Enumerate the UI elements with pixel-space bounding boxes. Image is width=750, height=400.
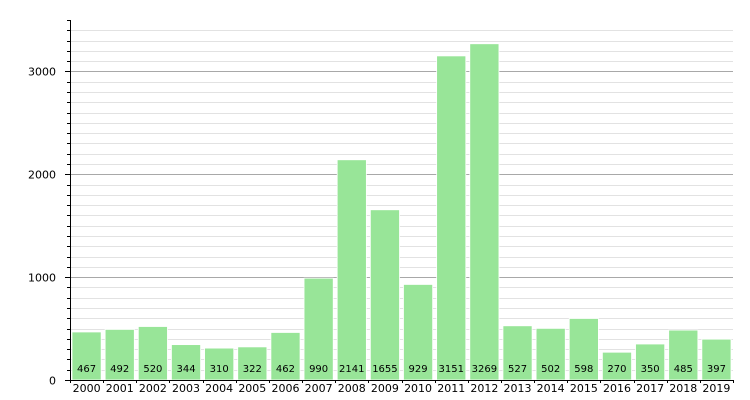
x-tick-label: 2002 bbox=[139, 382, 167, 395]
x-tick-label: 2013 bbox=[504, 382, 532, 395]
grid-layer bbox=[70, 30, 733, 371]
bar-2003 bbox=[171, 344, 201, 381]
data-label-2008: 2141 bbox=[339, 364, 364, 375]
x-tick-label: 2015 bbox=[570, 382, 598, 395]
x-tick-label: 2016 bbox=[603, 382, 631, 395]
bar-2018 bbox=[668, 329, 699, 381]
y-tick-label: 3000 bbox=[28, 66, 56, 79]
bar-2014 bbox=[535, 327, 566, 381]
x-tick-label: 2000 bbox=[73, 382, 101, 395]
data-label-2000: 467 bbox=[77, 364, 96, 375]
bar-layer bbox=[71, 43, 732, 381]
x-tick-label: 2017 bbox=[636, 382, 664, 395]
x-tick-label: 2003 bbox=[172, 382, 200, 395]
data-label-2016: 270 bbox=[607, 364, 626, 375]
bar-2001 bbox=[104, 328, 135, 381]
data-label-2002: 520 bbox=[143, 364, 162, 375]
x-tick-label: 2008 bbox=[338, 382, 366, 395]
data-label-2007: 990 bbox=[309, 364, 328, 375]
bar-2019 bbox=[701, 338, 732, 381]
y-tick-label: 2000 bbox=[28, 169, 56, 182]
data-label-2006: 462 bbox=[276, 364, 295, 375]
label-layer: 0 1000 2000 3000 467 2000 492 2001 520 2002 344 200… bbox=[28, 66, 730, 396]
data-label-2011: 3151 bbox=[438, 364, 463, 375]
x-tick-label: 2018 bbox=[669, 382, 697, 395]
bar-2004 bbox=[204, 347, 235, 381]
data-label-2013: 527 bbox=[508, 364, 527, 375]
x-tick-label: 2004 bbox=[205, 382, 233, 395]
bar-2013 bbox=[502, 325, 533, 381]
data-label-2003: 344 bbox=[176, 364, 195, 375]
data-label-2017: 350 bbox=[641, 364, 660, 375]
x-tick-label: 2006 bbox=[271, 382, 299, 395]
x-tick-label: 2010 bbox=[404, 382, 432, 395]
bar-2016 bbox=[602, 351, 632, 381]
data-label-2001: 492 bbox=[110, 364, 129, 375]
x-tick-label: 2012 bbox=[470, 382, 498, 395]
x-tick-label: 2001 bbox=[106, 382, 134, 395]
data-label-2019: 397 bbox=[707, 364, 726, 375]
x-tick-label: 2019 bbox=[702, 382, 730, 395]
data-label-2009: 1655 bbox=[372, 364, 397, 375]
data-label-2005: 322 bbox=[243, 364, 262, 375]
axis-layer bbox=[65, 20, 734, 383]
data-label-2018: 485 bbox=[674, 364, 693, 375]
x-tick-label: 2011 bbox=[437, 382, 465, 395]
y-tick-label: 0 bbox=[49, 375, 56, 388]
data-label-2015: 598 bbox=[574, 364, 593, 375]
x-tick-label: 2005 bbox=[238, 382, 266, 395]
bar-2010 bbox=[403, 284, 434, 381]
y-tick-label: 1000 bbox=[28, 272, 56, 285]
x-tick-label: 2007 bbox=[305, 382, 333, 395]
data-label-2010: 929 bbox=[409, 364, 428, 375]
bar-2007 bbox=[303, 277, 334, 381]
bar-2011 bbox=[436, 55, 467, 381]
data-label-2014: 502 bbox=[541, 364, 560, 375]
bar-2008 bbox=[336, 159, 367, 381]
bar-2009 bbox=[369, 209, 400, 381]
data-label-2012: 3269 bbox=[472, 364, 497, 375]
bar-2000 bbox=[71, 331, 102, 381]
x-tick-label: 2014 bbox=[537, 382, 565, 395]
x-tick-label: 2009 bbox=[371, 382, 399, 395]
data-label-2004: 310 bbox=[210, 364, 229, 375]
bar-2012 bbox=[469, 43, 500, 381]
